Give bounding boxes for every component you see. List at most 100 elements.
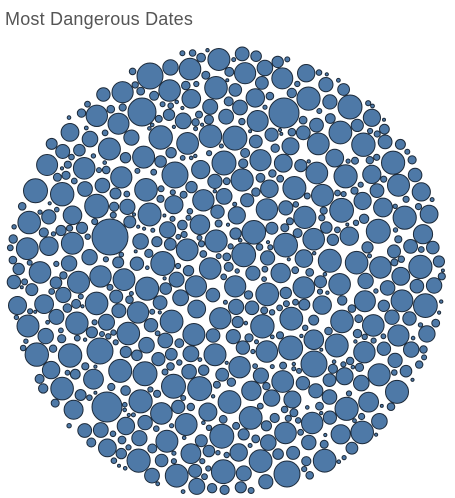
date-bubble[interactable] (291, 366, 297, 372)
date-bubble[interactable] (297, 428, 305, 436)
date-bubble[interactable] (315, 401, 324, 411)
date-bubble[interactable] (60, 231, 84, 255)
date-bubble[interactable] (374, 432, 379, 437)
date-bubble[interactable] (292, 298, 299, 306)
date-bubble[interactable] (222, 252, 232, 262)
date-bubble[interactable] (228, 83, 243, 97)
date-bubble[interactable] (384, 309, 400, 325)
date-bubble[interactable] (273, 232, 299, 258)
date-bubble[interactable] (353, 374, 370, 392)
date-bubble[interactable] (26, 259, 33, 266)
date-bubble[interactable] (415, 360, 424, 369)
date-bubble[interactable] (319, 206, 328, 215)
date-bubble[interactable] (101, 129, 109, 137)
date-bubble[interactable] (115, 447, 128, 460)
date-bubble[interactable] (60, 255, 78, 272)
date-bubble[interactable] (331, 359, 337, 365)
date-bubble[interactable] (204, 76, 228, 100)
date-bubble[interactable] (352, 418, 357, 424)
date-bubble[interactable] (255, 243, 264, 251)
date-bubble[interactable] (295, 376, 311, 391)
date-bubble[interactable] (150, 227, 156, 233)
date-bubble[interactable] (205, 328, 221, 343)
date-bubble[interactable] (324, 72, 329, 77)
date-bubble[interactable] (193, 126, 199, 132)
date-bubble[interactable] (150, 402, 173, 425)
date-bubble[interactable] (149, 90, 160, 101)
date-bubble[interactable] (155, 481, 161, 487)
date-bubble[interactable] (234, 268, 240, 274)
date-bubble[interactable] (429, 197, 435, 203)
date-bubble[interactable] (93, 364, 98, 369)
date-bubble[interactable] (129, 256, 145, 271)
date-bubble[interactable] (270, 262, 291, 284)
date-bubble[interactable] (350, 118, 364, 133)
date-bubble[interactable] (407, 167, 423, 183)
date-bubble[interactable] (305, 405, 310, 410)
date-bubble[interactable] (96, 167, 102, 174)
date-bubble[interactable] (235, 340, 251, 355)
date-bubble[interactable] (153, 389, 162, 398)
date-bubble[interactable] (387, 324, 410, 347)
date-bubble[interactable] (286, 87, 297, 99)
date-bubble[interactable] (272, 448, 284, 460)
date-bubble[interactable] (171, 399, 186, 414)
date-bubble[interactable] (36, 154, 59, 176)
date-bubble[interactable] (170, 458, 177, 465)
date-bubble[interactable] (176, 359, 183, 366)
date-bubble[interactable] (286, 257, 291, 262)
date-bubble[interactable] (268, 97, 300, 129)
date-bubble[interactable] (411, 182, 431, 202)
date-bubble[interactable] (198, 364, 210, 376)
date-bubble[interactable] (361, 333, 368, 340)
date-bubble[interactable] (150, 168, 158, 176)
date-bubble[interactable] (50, 398, 60, 408)
date-bubble[interactable] (180, 395, 187, 401)
date-bubble[interactable] (21, 278, 29, 286)
date-bubble[interactable] (250, 314, 275, 339)
date-bubble[interactable] (255, 282, 280, 307)
date-bubble[interactable] (27, 308, 34, 315)
date-bubble[interactable] (77, 181, 93, 197)
date-bubble[interactable] (255, 340, 279, 363)
date-bubble[interactable] (279, 131, 284, 136)
date-bubble[interactable] (234, 46, 250, 62)
date-bubble[interactable] (340, 361, 347, 368)
date-bubble[interactable] (144, 467, 160, 484)
date-bubble[interactable] (306, 132, 330, 156)
date-bubble[interactable] (67, 270, 90, 294)
date-bubble[interactable] (381, 150, 406, 175)
date-bubble[interactable] (299, 333, 304, 339)
date-bubble[interactable] (407, 155, 417, 165)
date-bubble[interactable] (23, 338, 29, 344)
date-bubble[interactable] (380, 175, 388, 183)
date-bubble[interactable] (164, 463, 189, 488)
date-bubble[interactable] (122, 407, 127, 413)
date-bubble[interactable] (73, 334, 81, 342)
date-bubble[interactable] (224, 275, 247, 298)
date-bubble[interactable] (367, 127, 374, 135)
date-bubble[interactable] (73, 143, 86, 157)
date-bubble[interactable] (169, 423, 175, 429)
date-bubble[interactable] (168, 271, 185, 288)
date-bubble[interactable] (119, 345, 132, 359)
date-bubble[interactable] (69, 368, 81, 380)
date-bubble[interactable] (28, 261, 52, 284)
date-bubble[interactable] (111, 303, 127, 319)
date-bubble[interactable] (97, 137, 121, 161)
date-bubble[interactable] (162, 213, 167, 218)
date-bubble[interactable] (215, 188, 233, 205)
date-bubble[interactable] (376, 341, 392, 356)
date-bubble[interactable] (131, 212, 137, 217)
date-bubble[interactable] (291, 266, 300, 275)
date-bubble[interactable] (369, 256, 392, 279)
date-bubble[interactable] (197, 357, 203, 363)
date-bubble[interactable] (305, 268, 315, 277)
date-bubble[interactable] (134, 178, 158, 202)
date-bubble[interactable] (284, 56, 291, 63)
date-bubble[interactable] (94, 177, 111, 194)
date-bubble[interactable] (302, 227, 326, 251)
date-bubble[interactable] (392, 205, 417, 230)
date-bubble[interactable] (120, 385, 131, 396)
date-bubble[interactable] (96, 87, 111, 102)
